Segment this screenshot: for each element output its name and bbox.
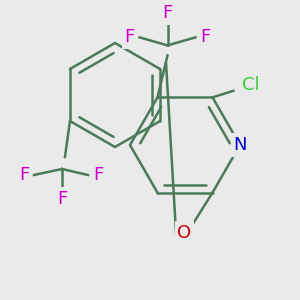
- Text: Cl: Cl: [242, 76, 259, 94]
- Text: F: F: [162, 4, 172, 22]
- Text: F: F: [57, 190, 67, 208]
- Text: O: O: [177, 224, 192, 242]
- Text: F: F: [200, 28, 211, 46]
- Text: F: F: [19, 166, 29, 184]
- Text: F: F: [124, 28, 135, 46]
- Text: F: F: [93, 166, 103, 184]
- Text: N: N: [233, 136, 247, 154]
